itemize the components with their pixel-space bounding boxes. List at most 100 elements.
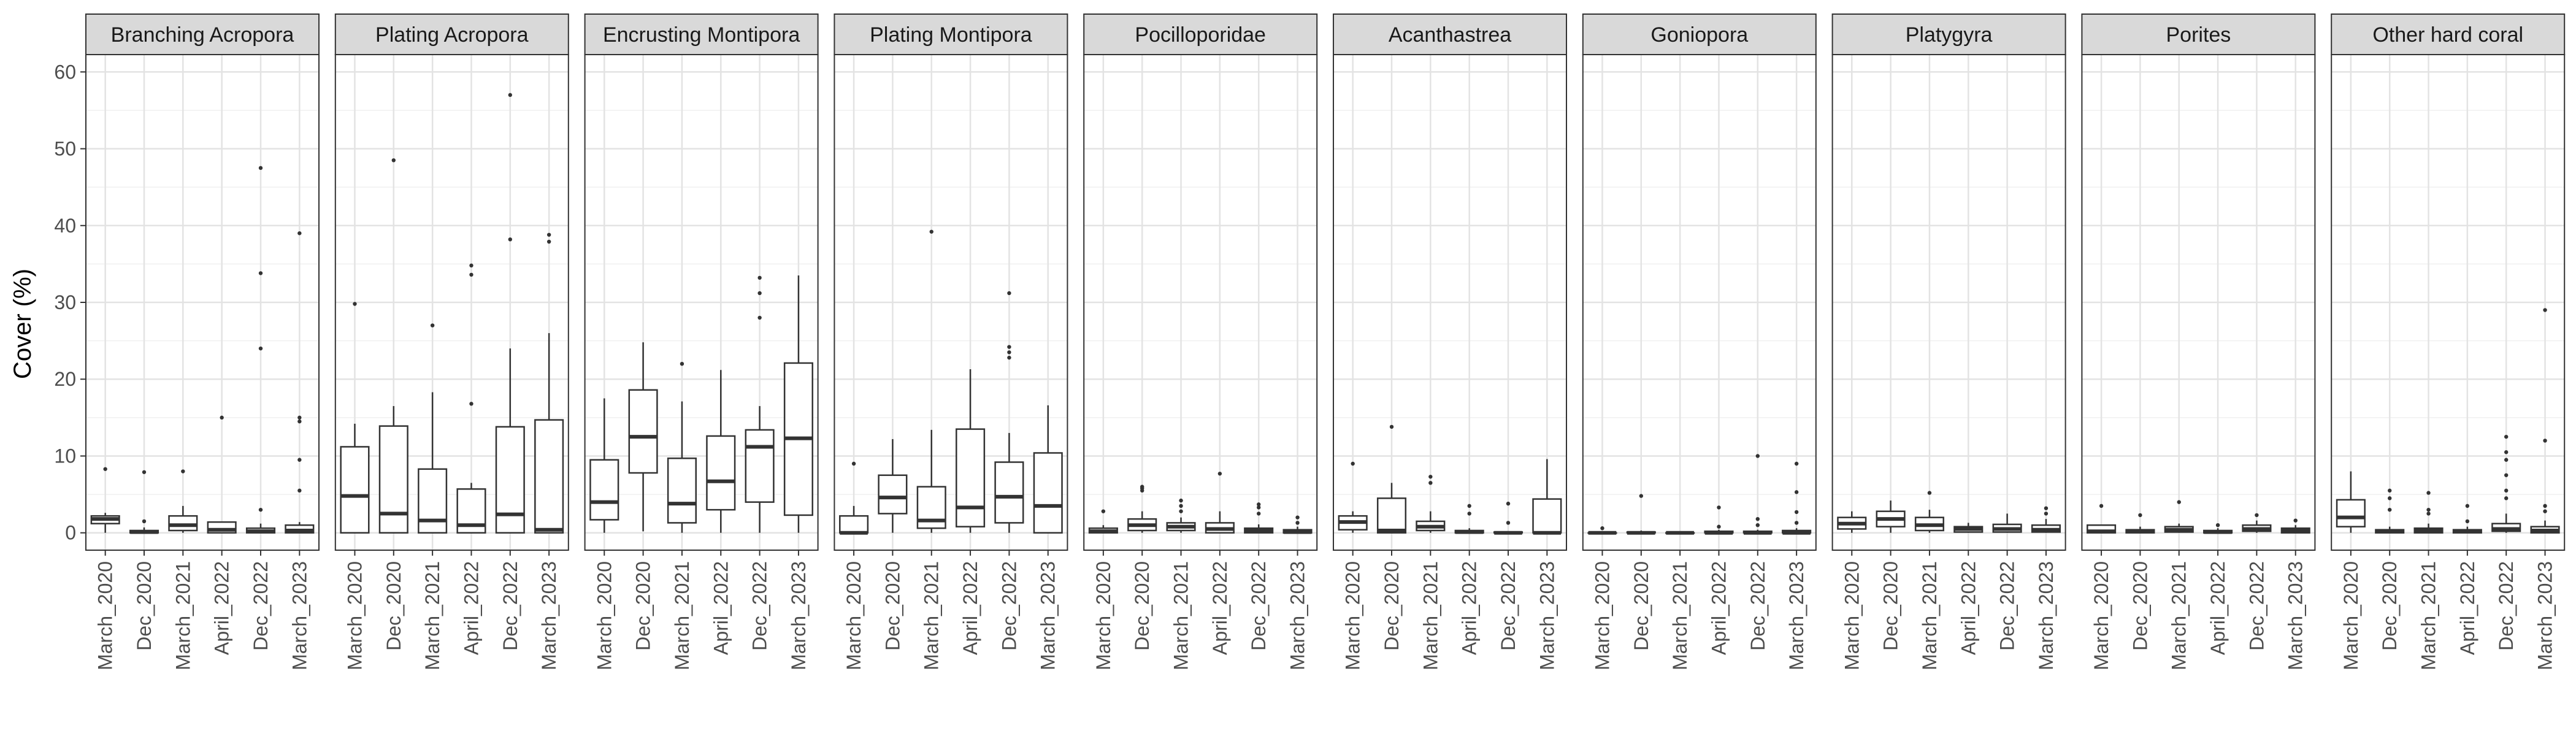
outlier-point <box>1295 515 1300 519</box>
x-tick-label: March_2021 <box>671 561 693 670</box>
outlier-point <box>1007 345 1011 349</box>
panel-title: Platygyra <box>1906 23 1993 47</box>
outlier-point <box>220 415 224 420</box>
box-body <box>839 515 869 534</box>
outlier-point <box>297 458 302 462</box>
box-body <box>745 429 775 503</box>
x-tick-label: Dec_2022 <box>998 561 1020 651</box>
x-tick-label: April_2022 <box>710 561 732 655</box>
outlier-point <box>757 315 762 320</box>
outlier-point <box>1179 504 1183 508</box>
x-tick-label: Dec_2022 <box>499 561 521 651</box>
x-tick-label: March_2023 <box>538 561 560 670</box>
x-tick-label: March_2021 <box>2168 561 2190 670</box>
box <box>956 369 986 533</box>
outlier-point <box>546 232 551 237</box>
box-body <box>378 425 408 534</box>
box <box>418 323 448 534</box>
outlier-point <box>1755 516 1760 521</box>
panel-title: Other hard coral <box>2372 23 2523 47</box>
y-tick-label: 0 <box>65 522 76 544</box>
box <box>1665 531 1695 535</box>
box-body <box>1376 497 1407 534</box>
box-body <box>878 474 908 515</box>
outlier-point <box>1794 461 1799 466</box>
outlier-point <box>2543 308 2547 312</box>
box <box>783 275 813 533</box>
outlier-point <box>297 488 302 493</box>
outlier-point <box>469 272 473 277</box>
outlier-point <box>297 231 302 236</box>
outlier-point <box>2215 523 2220 527</box>
x-tick-label: March_2023 <box>1037 561 1059 670</box>
box <box>2280 518 2310 534</box>
box <box>2336 471 2366 533</box>
box <box>2203 523 2233 534</box>
x-tick-label: Dec_2020 <box>632 561 654 651</box>
x-tick-label: Dec_2020 <box>1880 561 1902 651</box>
outlier-point <box>929 229 933 234</box>
outlier-point <box>2504 473 2509 477</box>
panel-title: Pocilloporidae <box>1135 23 1266 47</box>
box-body <box>1033 452 1063 534</box>
outlier-point <box>2099 504 2104 508</box>
outlier-point <box>1467 504 1471 508</box>
panel-title: Acanthastrea <box>1389 23 1511 47</box>
panel-title: Encrusting Montipora <box>603 23 800 47</box>
y-axis-label: Cover (%) <box>9 269 36 379</box>
x-tick-label: April_2022 <box>2456 561 2478 655</box>
outlier-point <box>2543 439 2547 443</box>
box-body <box>628 389 658 474</box>
x-tick-label: April_2022 <box>2207 561 2229 655</box>
panel-strip <box>584 13 819 55</box>
x-tick-label: April_2022 <box>1209 561 1231 655</box>
box <box>1876 500 1906 533</box>
panel: Plating Acropora March_2020 Dec_2020 March_… <box>334 13 569 670</box>
outlier-point <box>2465 504 2470 508</box>
x-tick-label: March_2023 <box>1536 561 1558 670</box>
box <box>2125 513 2155 534</box>
box <box>1338 461 1368 533</box>
y-tick-label: 10 <box>54 445 76 467</box>
outlier-point <box>1007 350 1011 355</box>
x-tick-label: Dec_2022 <box>1497 561 1519 651</box>
outlier-point <box>1755 523 1760 527</box>
x-tick-label: Dec_2022 <box>2245 561 2267 651</box>
x-tick-label: Dec_2022 <box>1747 561 1769 651</box>
x-tick-label: March_2020 <box>2340 561 2362 670</box>
y-tick-label: 60 <box>54 61 76 83</box>
outlier-point <box>1217 472 1222 476</box>
outlier-point <box>1639 494 1643 498</box>
outlier-point <box>103 467 107 471</box>
outlier-point <box>1794 521 1799 525</box>
x-tick-label: March_2020 <box>1342 561 1364 670</box>
panel: Other hard coral March_2020 Dec_2020 March_… <box>2331 13 2566 670</box>
x-tick-label: March_2021 <box>1419 561 1441 670</box>
x-tick-label: Dec_2020 <box>383 561 405 651</box>
outlier-point <box>1257 505 1261 510</box>
box <box>456 263 486 534</box>
outlier-point <box>2388 488 2392 493</box>
outlier-point <box>2293 518 2298 523</box>
box <box>340 302 370 534</box>
x-tick-label: March_2023 <box>2534 561 2556 670</box>
x-tick-label: Dec_2020 <box>133 561 155 651</box>
x-tick-label: March_2021 <box>1919 561 1941 670</box>
outlier-point <box>1506 521 1511 525</box>
panel-border <box>1083 54 1318 551</box>
box <box>495 93 525 534</box>
box <box>2242 513 2272 533</box>
outlier-point <box>258 271 263 275</box>
outlier-point <box>1007 291 1011 296</box>
outlier-point <box>680 361 684 366</box>
outlier-point <box>2543 504 2547 508</box>
panel-border <box>2081 54 2316 551</box>
box <box>994 291 1024 533</box>
box <box>245 166 276 534</box>
x-tick-label: March_2023 <box>1287 561 1309 670</box>
outlier-point <box>2255 513 2259 518</box>
x-tick-label: Dec_2020 <box>2129 561 2151 651</box>
panel-border <box>584 54 819 551</box>
outlier-point <box>1600 526 1604 531</box>
x-tick-label: March_2020 <box>343 561 366 670</box>
